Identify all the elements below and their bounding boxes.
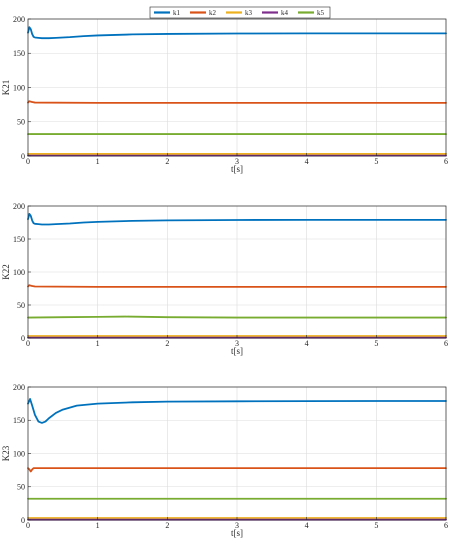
x-tick-label: 5	[374, 339, 378, 348]
chart-panel-3: 0 1 2 3 4 5 6 0 50 100 150 200 t[s] K23	[1, 383, 448, 538]
x-tick-label: 6	[444, 339, 448, 348]
legend-item-k5: k5	[298, 9, 325, 17]
y-tick-label: 100	[13, 268, 25, 277]
y-tick-label: 150	[13, 49, 25, 58]
y-tick-label: 100	[13, 83, 25, 92]
x-tick-label: 4	[305, 521, 309, 530]
series-line-k1	[27, 398, 447, 424]
legend-item-k1: k1	[154, 9, 181, 17]
x-tick-label: 1	[96, 339, 100, 348]
y-tick-label: 50	[17, 118, 25, 127]
y-tick-label: 50	[17, 301, 25, 310]
series-line-k5	[27, 315, 447, 319]
legend-item-k4: k4	[262, 9, 289, 17]
x-tick-label: 5	[374, 157, 378, 166]
x-tick-label: 2	[165, 157, 169, 166]
series-line-k2	[27, 467, 447, 473]
y-tick-label: 0	[21, 516, 25, 525]
x-tick-label: 6	[444, 521, 448, 530]
x-tick-label: 1	[96, 157, 100, 166]
x-tick-label: 1	[96, 521, 100, 530]
y-axis-label: K22	[1, 264, 11, 280]
legend-item-k2: k2	[190, 9, 217, 17]
y-tick-label: 150	[13, 416, 25, 425]
x-axis-label: t[s]	[231, 346, 243, 356]
legend-label: k3	[245, 9, 253, 17]
y-axis-label: K23	[1, 445, 11, 461]
y-axis-label: K21	[1, 80, 11, 96]
legend-label: k4	[281, 9, 289, 17]
x-tick-label: 3	[235, 521, 239, 530]
x-tick-label: 2	[165, 339, 169, 348]
series-line-k1	[27, 26, 447, 40]
series-line-k2	[27, 100, 447, 104]
legend-label: k1	[173, 9, 181, 17]
y-tick-label: 100	[13, 449, 25, 458]
y-tick-label: 200	[13, 15, 25, 24]
x-tick-label: 3	[235, 157, 239, 166]
y-tick-label: 0	[21, 334, 25, 343]
y-tick-label: 50	[17, 483, 25, 492]
series-line-k1	[27, 213, 447, 226]
x-axis-label: t[s]	[231, 528, 243, 538]
x-tick-label: 0	[26, 339, 30, 348]
y-tick-label: 0	[21, 152, 25, 161]
x-tick-label: 2	[165, 521, 169, 530]
x-tick-label: 4	[305, 157, 309, 166]
y-tick-label: 200	[13, 202, 25, 211]
chart-panel-1: 0 1 2 3 4 5 6 0 50 100 150 200 t[s] K21	[1, 15, 448, 174]
legend: k1 k2 k3 k4 k5	[149, 6, 331, 19]
x-tick-label: 0	[26, 521, 30, 530]
x-tick-label: 6	[444, 157, 448, 166]
x-tick-label: 5	[374, 521, 378, 530]
x-tick-label: 4	[305, 339, 309, 348]
x-tick-label: 0	[26, 157, 30, 166]
x-axis-label: t[s]	[231, 164, 243, 174]
y-tick-label: 150	[13, 235, 25, 244]
legend-label: k2	[209, 9, 217, 17]
legend-label: k5	[317, 9, 325, 17]
chart-panel-2: 0 1 2 3 4 5 6 0 50 100 150 200 t[s] K22	[1, 202, 448, 356]
x-tick-label: 3	[235, 339, 239, 348]
series-line-k2	[27, 284, 447, 288]
legend-item-k3: k3	[226, 9, 253, 17]
y-tick-label: 200	[13, 383, 25, 392]
